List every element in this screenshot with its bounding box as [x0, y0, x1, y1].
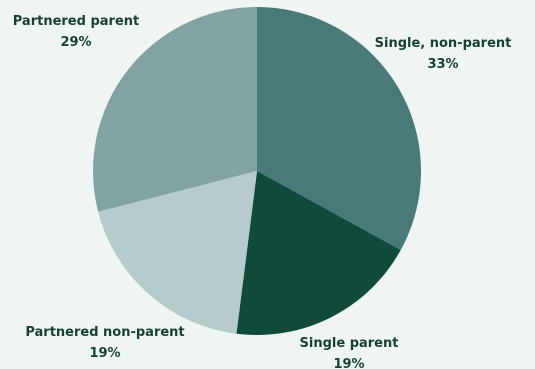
- slice-labels: Single, non-parent 33% Single parent 19% Par…: [13, 14, 512, 369]
- slice-value-label: 29%: [60, 35, 91, 50]
- slice-value-label: 19%: [89, 346, 120, 361]
- pie-slices: [92, 6, 421, 336]
- pie-slice-single-non-parent: [257, 7, 421, 251]
- slice-label: Single parent: [300, 336, 399, 351]
- slice-value-label: 33%: [427, 57, 458, 72]
- pie-slice-partnered-non-parent: [98, 171, 258, 334]
- pie-slice-partnered-parent: [92, 6, 257, 212]
- pie-slice-single-parent: [236, 171, 401, 336]
- slice-label: Single, non-parent: [375, 36, 512, 51]
- slice-label: Partnered non-parent: [25, 325, 184, 340]
- slice-value-label: 19%: [333, 357, 364, 369]
- slice-label: Partnered parent: [13, 14, 139, 29]
